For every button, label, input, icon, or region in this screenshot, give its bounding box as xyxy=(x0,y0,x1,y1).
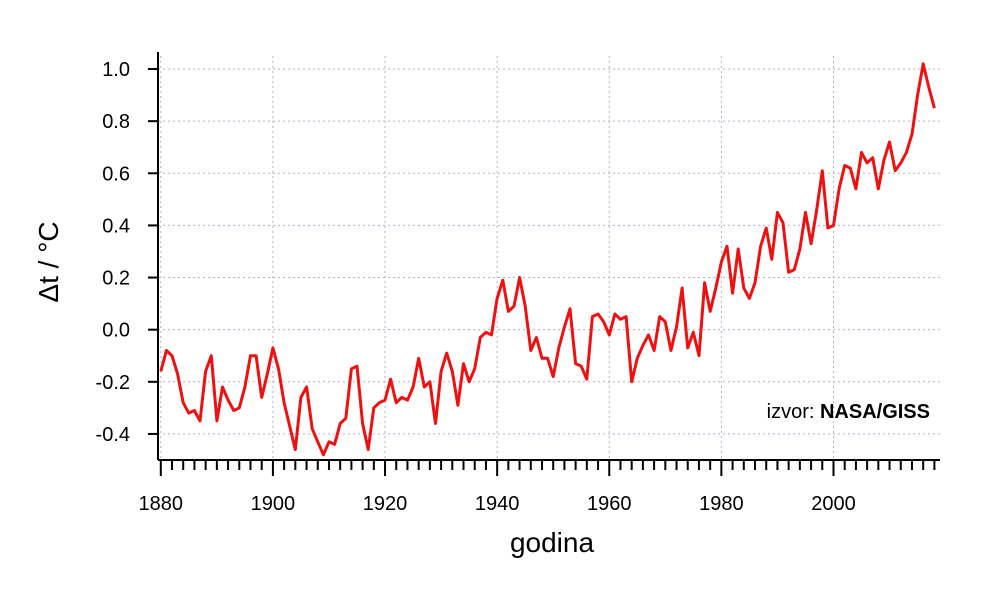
source-prefix: izvor: xyxy=(767,401,820,423)
series-line xyxy=(159,62,936,457)
y-tick-label: -0.2 xyxy=(96,372,130,394)
y-tick-label: 0.8 xyxy=(102,111,130,133)
y-axis-title: Δt / °C xyxy=(33,221,64,302)
axes xyxy=(148,52,940,476)
y-tick-label: 0.0 xyxy=(102,320,130,342)
x-tick-label: 1920 xyxy=(363,493,408,515)
source-name: NASA/GISS xyxy=(820,401,930,423)
series-layer xyxy=(159,62,936,457)
x-axis-title: godina xyxy=(510,527,595,558)
x-tick-label: 1980 xyxy=(699,493,744,515)
x-tick-label: 1940 xyxy=(475,493,520,515)
grid xyxy=(158,56,940,460)
x-tick-label: 1880 xyxy=(139,493,184,515)
tick-labels: -0.4 -0.2 0.0 0.2 0.4 0.6 0.8 1.0 1880 1900 1920 19… xyxy=(96,59,856,515)
x-tick-label: 1960 xyxy=(587,493,632,515)
x-tick-label: 1900 xyxy=(251,493,296,515)
y-tick-label: 0.6 xyxy=(102,163,130,185)
source-note: izvor: NASA/GISS xyxy=(767,401,930,423)
y-tick-label: 0.2 xyxy=(102,268,130,290)
y-tick-label: 0.4 xyxy=(102,215,130,237)
y-tick-label: -0.4 xyxy=(96,424,130,446)
y-tick-label: 1.0 xyxy=(102,59,130,81)
x-tick-label: 2000 xyxy=(811,493,856,515)
